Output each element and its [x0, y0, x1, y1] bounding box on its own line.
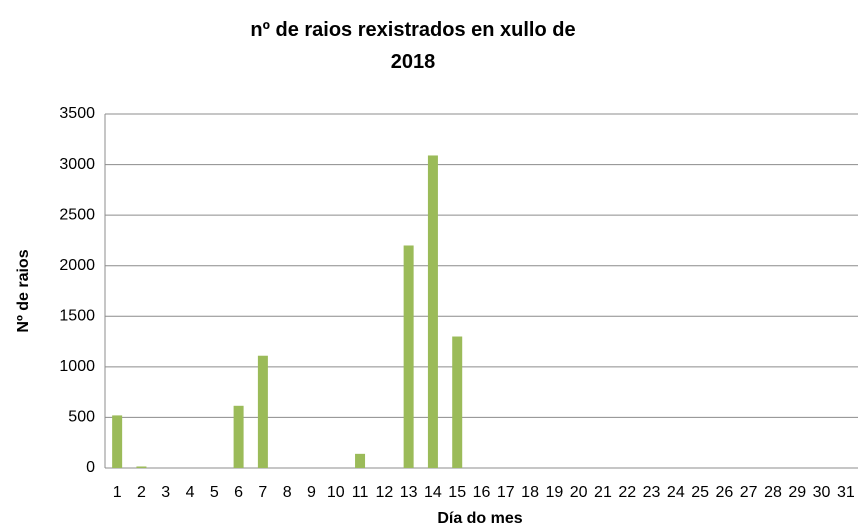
bar	[257, 355, 268, 468]
y-tick-label: 2500	[59, 206, 95, 223]
x-tick-label: 27	[740, 484, 758, 501]
x-tick-label: 4	[186, 484, 195, 501]
x-tick-label: 3	[161, 484, 170, 501]
x-tick-label: 6	[234, 484, 243, 501]
x-tick-label: 30	[813, 484, 831, 501]
y-tick-label: 0	[86, 459, 95, 476]
x-axis-label: Día do mes	[437, 510, 522, 527]
x-tick-label: 17	[497, 484, 515, 501]
x-tick-label: 5	[210, 484, 219, 501]
x-tick-label: 28	[764, 484, 782, 501]
x-tick-label: 11	[352, 484, 369, 501]
x-tick-label: 10	[327, 484, 345, 501]
x-tick-label: 23	[643, 484, 661, 501]
x-tick-label: 26	[716, 484, 734, 501]
x-tick-label: 1	[113, 484, 122, 501]
x-tick-label: 24	[667, 484, 685, 501]
x-tick-label: 22	[618, 484, 636, 501]
y-tick-label: 2000	[59, 257, 95, 274]
y-axis-label: Nº de raios	[15, 249, 32, 332]
y-tick-label: 3500	[59, 105, 95, 122]
y-tick-label: 1000	[59, 358, 95, 375]
bar	[452, 336, 463, 468]
y-tick-label: 500	[68, 409, 95, 426]
x-tick-label: 2	[137, 484, 146, 501]
chart-title: nº de raios rexistrados en xullo de 2018	[250, 19, 576, 73]
y-tick-label: 3000	[59, 156, 95, 173]
x-tick-label: 21	[594, 484, 612, 501]
x-tick-label: 7	[258, 484, 267, 501]
bar	[355, 453, 366, 468]
bar	[403, 245, 414, 468]
x-tick-label: 8	[283, 484, 292, 501]
bar	[427, 155, 438, 468]
x-tick-label: 29	[788, 484, 806, 501]
bar	[136, 466, 147, 468]
y-tick-label: 1500	[59, 308, 95, 325]
x-tick-label: 15	[448, 484, 466, 501]
x-tick-label: 18	[521, 484, 539, 501]
x-tick-label: 19	[545, 484, 563, 501]
x-tick-label: 9	[307, 484, 316, 501]
bar	[233, 405, 244, 468]
x-tick-label: 31	[837, 484, 855, 501]
x-tick-label: 25	[691, 484, 709, 501]
x-tick-label: 16	[473, 484, 491, 501]
x-tick-label: 20	[570, 484, 588, 501]
x-tick-label: 12	[375, 484, 393, 501]
bar	[112, 415, 123, 468]
x-tick-label: 13	[400, 484, 418, 501]
x-tick-label: 14	[424, 484, 442, 501]
